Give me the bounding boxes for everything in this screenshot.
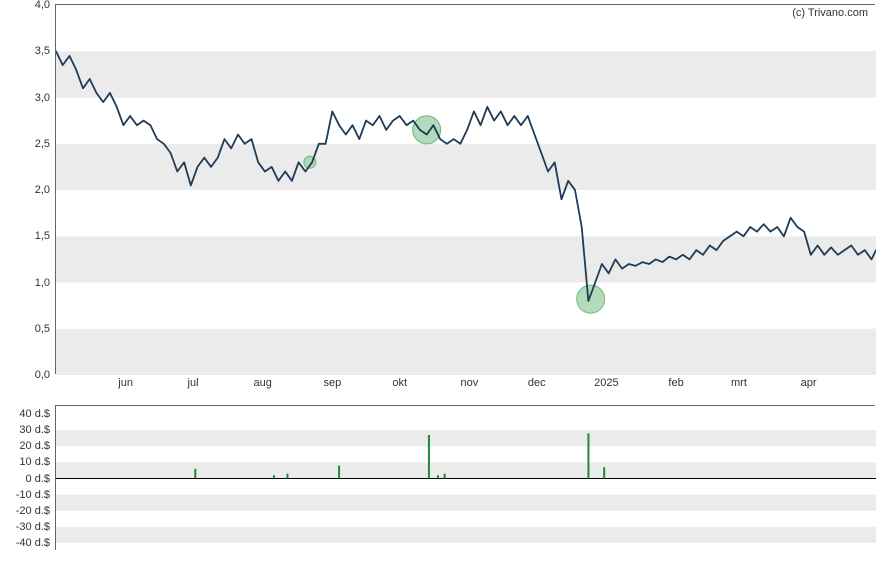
price-xtick-label: nov [460, 377, 478, 389]
volume-chart-svg [56, 406, 876, 551]
price-xtick-label: dec [528, 377, 546, 389]
volume-ytick-label: -20 d.$ [16, 505, 50, 517]
price-ytick-label: 1,5 [35, 230, 50, 242]
volume-ytick-label: 40 d.$ [19, 408, 50, 420]
price-xtick-label: jun [118, 377, 133, 389]
volume-ytick-label: 0 d.$ [26, 473, 50, 485]
price-xtick-label: okt [392, 377, 407, 389]
price-xtick-label: sep [323, 377, 341, 389]
price-ytick-label: 4,0 [35, 0, 50, 11]
volume-ytick-label: 30 d.$ [19, 424, 50, 436]
price-chart: (c) Trivano.com 0,00,51,01,52,02,53,03,5… [55, 4, 875, 374]
price-xtick-label: 2025 [594, 377, 618, 389]
volume-ytick-label: -10 d.$ [16, 489, 50, 501]
price-xtick-label: mrt [731, 377, 747, 389]
volume-ytick-label: 10 d.$ [19, 456, 50, 468]
price-ytick-label: 2,5 [35, 138, 50, 150]
copyright-label: (c) Trivano.com [792, 7, 868, 19]
price-ytick-label: 3,0 [35, 92, 50, 104]
volume-chart: -40 d.$-30 d.$-20 d.$-10 d.$0 d.$10 d.$2… [55, 405, 875, 550]
price-xtick-label: apr [801, 377, 817, 389]
volume-ytick-label: -40 d.$ [16, 537, 50, 549]
price-xtick-label: jul [188, 377, 199, 389]
price-xtick-label: aug [253, 377, 271, 389]
price-ytick-label: 0,0 [35, 369, 50, 381]
volume-ytick-label: -30 d.$ [16, 521, 50, 533]
price-ytick-label: 2,0 [35, 184, 50, 196]
price-ytick-label: 1,0 [35, 277, 50, 289]
volume-ytick-label: 20 d.$ [19, 440, 50, 452]
price-xtick-label: feb [668, 377, 683, 389]
price-chart-svg [56, 5, 876, 375]
price-ytick-label: 3,5 [35, 45, 50, 57]
price-ytick-label: 0,5 [35, 323, 50, 335]
